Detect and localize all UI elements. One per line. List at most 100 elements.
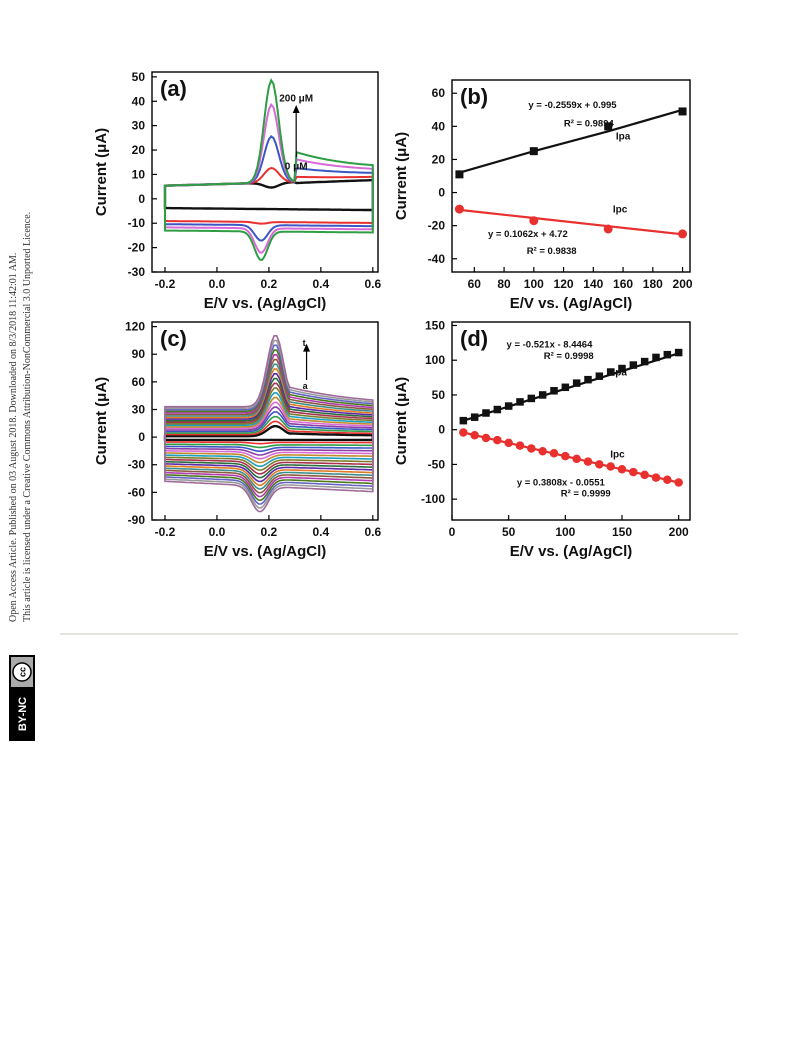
x-tick-label: 0.6 xyxy=(364,525,381,539)
cv-curve xyxy=(164,78,374,262)
y-tick-label: 40 xyxy=(432,119,446,133)
y-tick-label: -100 xyxy=(421,492,445,506)
panel-label: (a) xyxy=(160,76,187,101)
data-point-ipc xyxy=(606,462,615,471)
y-tick-label: 120 xyxy=(125,320,145,334)
data-point-ipc xyxy=(493,435,502,445)
y-tick-label: 0 xyxy=(138,430,145,444)
cc-by-nc-badge[interactable]: cc BY-NC xyxy=(8,654,36,742)
y-axis-label: Current (μA) xyxy=(93,377,110,465)
x-tick-label: -0.2 xyxy=(155,277,176,291)
badge-by-nc-label: BY-NC xyxy=(17,697,29,731)
fit-line-ipa xyxy=(459,108,683,174)
plot-frame xyxy=(451,321,691,521)
equation-ipa: y = -0.2559x + 0.995 xyxy=(528,100,617,111)
data-point-ipc xyxy=(617,465,627,474)
y-tick-label: -20 xyxy=(428,219,446,233)
data-point-ipa xyxy=(470,413,479,421)
chart-panel-2: 60 80 100 120 140 160 180 200 -40 -20 0 20 40 60 E/V v… xyxy=(393,79,693,312)
panel-label: (d) xyxy=(460,326,488,351)
x-tick-label: 0 xyxy=(449,525,456,539)
x-tick-label: 0.2 xyxy=(261,525,278,539)
data-point-ipa xyxy=(652,353,660,362)
data-point-ipa xyxy=(640,357,649,366)
y-tick-label: 90 xyxy=(132,347,146,361)
data-point-ipa xyxy=(604,122,613,131)
y-tick-label: 30 xyxy=(132,119,146,133)
y-tick-label: -30 xyxy=(128,458,146,472)
data-point-ipc xyxy=(549,449,559,458)
x-tick-label: 80 xyxy=(497,277,511,291)
data-point-ipa xyxy=(678,107,687,116)
y-axis-label: Current (μA) xyxy=(93,128,110,216)
x-tick-label: 0.2 xyxy=(261,277,278,291)
y-tick-label: 20 xyxy=(432,152,446,166)
y-tick-label: 50 xyxy=(132,70,146,84)
x-tick-label: 200 xyxy=(673,277,693,291)
x-tick-label: 100 xyxy=(524,277,544,291)
panel-label: (c) xyxy=(160,326,187,351)
figure: -0.2 0.0 0.2 0.4 0.6-30-20-1001020304050E/V … xyxy=(93,70,693,560)
data-point-ipa xyxy=(674,348,683,357)
data-point-ipc xyxy=(470,430,479,440)
y-tick-label: 10 xyxy=(132,167,146,181)
series-label-ipa: Ipa xyxy=(613,367,628,378)
data-point-ipc xyxy=(504,438,513,448)
data-point-ipa xyxy=(527,394,536,403)
x-tick-label: 140 xyxy=(583,277,603,291)
x-tick-label: -0.2 xyxy=(155,525,176,539)
x-tick-label: 120 xyxy=(554,277,574,291)
arrow-head-icon xyxy=(292,105,300,114)
data-point-ipa xyxy=(516,398,524,406)
data-point-ipc xyxy=(538,446,547,456)
x-tick-label: 0.4 xyxy=(313,277,330,291)
badge-cc-label: cc xyxy=(18,667,28,677)
data-point-ipa xyxy=(504,402,513,410)
y-tick-label: 0 xyxy=(138,192,145,206)
x-tick-label: 100 xyxy=(555,525,575,539)
y-tick-label: -60 xyxy=(128,485,146,499)
data-point-ipc xyxy=(459,428,468,437)
data-point-ipa xyxy=(572,379,581,387)
y-tick-label: -40 xyxy=(428,252,446,266)
x-tick-label: 200 xyxy=(669,525,689,539)
data-point-ipc xyxy=(583,457,593,466)
x-tick-label: 160 xyxy=(613,277,633,291)
data-point-ipa xyxy=(595,372,604,380)
x-axis-label: E/V vs. (Ag/AgCl) xyxy=(204,295,327,312)
panel-label: (b) xyxy=(460,84,488,109)
series-label-ipa: Ipa xyxy=(616,132,631,143)
x-tick-label: 180 xyxy=(643,277,663,291)
data-point-ipa xyxy=(629,361,638,369)
x-axis-label: E/V vs. (Ag/AgCl) xyxy=(204,543,327,560)
x-tick-label: 60 xyxy=(468,277,482,291)
y-axis-label: Current (μA) xyxy=(393,377,410,465)
data-point-ipc xyxy=(529,216,539,226)
equation-ipc: y = 0.3808x - 0.0551 xyxy=(517,477,606,488)
chart-panel-1: -0.2 0.0 0.2 0.4 0.6 -30 -20 -10 0 10 20 30 40 50 E/V … xyxy=(93,70,381,312)
data-point-ipc xyxy=(678,229,688,239)
r-squared-ipc: R² = 0.9999 xyxy=(561,488,611,499)
data-point-ipc xyxy=(515,441,525,450)
plot-frame xyxy=(151,321,379,521)
data-point-ipa xyxy=(663,350,672,359)
y-tick-label: 40 xyxy=(132,94,146,108)
y-tick-label: 30 xyxy=(132,402,146,416)
r-squared-ipc: R² = 0.9838 xyxy=(527,246,577,257)
data-point-ipa xyxy=(584,375,592,384)
data-point-ipc xyxy=(572,454,581,464)
x-axis-label: E/V vs. (Ag/AgCl) xyxy=(510,543,633,560)
annotation-t: t xyxy=(303,338,306,348)
series-label-ipc: Ipc xyxy=(613,204,628,215)
x-tick-label: 0.4 xyxy=(313,525,330,539)
data-point-ipa xyxy=(482,409,490,417)
data-point-ipa xyxy=(538,391,547,399)
cv-curve xyxy=(164,335,374,513)
section-divider xyxy=(60,633,738,635)
data-point-ipa xyxy=(606,368,615,376)
chart-panel-3: -0.2 0.0 0.2 0.4 0.6 -90 -60 -30 0 30 60 90 120 E/V v… xyxy=(93,320,381,560)
y-tick-label: -20 xyxy=(128,241,146,255)
plot-frame xyxy=(151,71,379,273)
x-tick-label: 50 xyxy=(502,525,516,539)
x-tick-label: 150 xyxy=(612,525,632,539)
